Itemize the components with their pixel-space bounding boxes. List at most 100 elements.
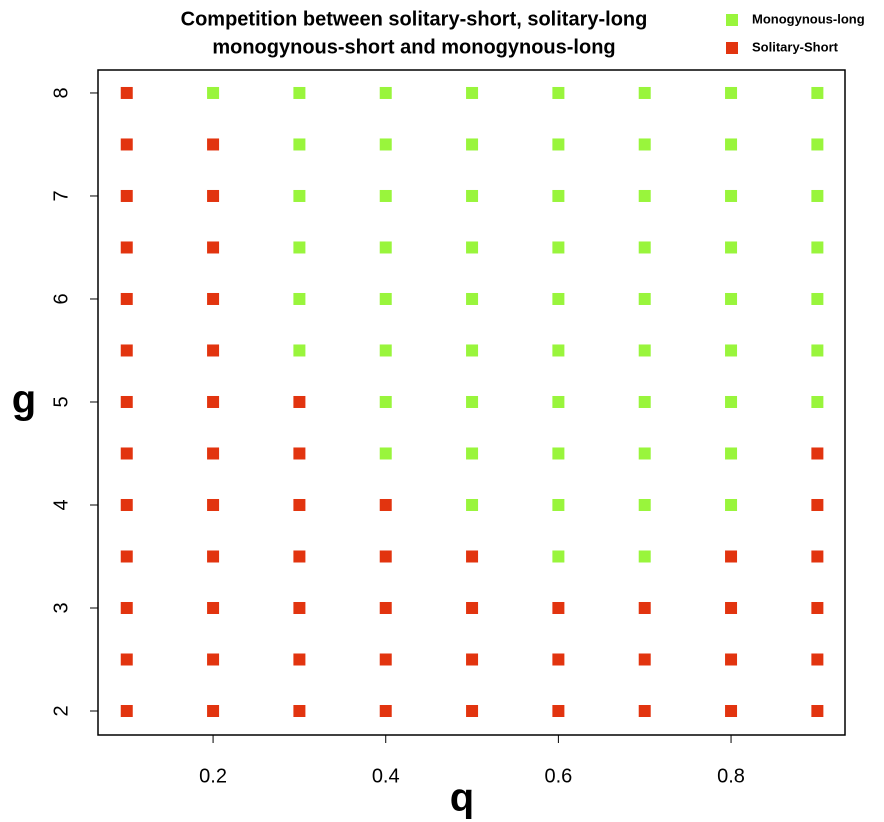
point bbox=[466, 86, 479, 99]
point bbox=[466, 189, 479, 202]
point bbox=[379, 189, 392, 202]
point bbox=[811, 601, 824, 614]
point bbox=[207, 138, 220, 151]
x-tick-label: 0.4 bbox=[372, 765, 400, 787]
point bbox=[811, 447, 824, 460]
point bbox=[466, 601, 479, 614]
point bbox=[811, 395, 824, 408]
legend-swatch bbox=[726, 14, 738, 26]
point bbox=[552, 189, 565, 202]
point bbox=[379, 395, 392, 408]
point bbox=[725, 447, 738, 460]
point bbox=[552, 550, 565, 563]
point bbox=[120, 344, 133, 357]
point bbox=[552, 498, 565, 511]
point bbox=[725, 601, 738, 614]
point bbox=[638, 447, 651, 460]
point bbox=[811, 704, 824, 717]
point bbox=[120, 498, 133, 511]
point bbox=[725, 653, 738, 666]
point bbox=[552, 447, 565, 460]
point bbox=[293, 704, 306, 717]
point bbox=[379, 704, 392, 717]
point bbox=[207, 395, 220, 408]
point bbox=[725, 241, 738, 254]
point bbox=[466, 344, 479, 357]
point bbox=[293, 395, 306, 408]
legend-label: Solitary-Short bbox=[752, 39, 839, 54]
point bbox=[811, 138, 824, 151]
point bbox=[725, 395, 738, 408]
point bbox=[811, 292, 824, 305]
point bbox=[811, 498, 824, 511]
point bbox=[552, 344, 565, 357]
x-tick-label: 0.2 bbox=[199, 765, 227, 787]
point bbox=[725, 292, 738, 305]
point bbox=[466, 653, 479, 666]
point bbox=[725, 704, 738, 717]
point bbox=[638, 395, 651, 408]
point bbox=[293, 653, 306, 666]
point bbox=[811, 86, 824, 99]
point bbox=[638, 653, 651, 666]
point bbox=[725, 138, 738, 151]
y-tick-label: 8 bbox=[50, 87, 72, 98]
point bbox=[207, 344, 220, 357]
point bbox=[379, 498, 392, 511]
point bbox=[120, 241, 133, 254]
point bbox=[811, 344, 824, 357]
point bbox=[638, 138, 651, 151]
point bbox=[293, 86, 306, 99]
point bbox=[725, 550, 738, 563]
point bbox=[207, 447, 220, 460]
point bbox=[811, 241, 824, 254]
point bbox=[552, 138, 565, 151]
point bbox=[466, 447, 479, 460]
point bbox=[466, 395, 479, 408]
point bbox=[552, 601, 565, 614]
point bbox=[207, 498, 220, 511]
point bbox=[811, 189, 824, 202]
x-tick-label: 0.6 bbox=[544, 765, 572, 787]
point bbox=[379, 653, 392, 666]
x-tick-label: 0.8 bbox=[717, 765, 745, 787]
point bbox=[466, 292, 479, 305]
point bbox=[207, 189, 220, 202]
point bbox=[811, 653, 824, 666]
point bbox=[379, 344, 392, 357]
point bbox=[293, 447, 306, 460]
point bbox=[379, 241, 392, 254]
point bbox=[120, 292, 133, 305]
point bbox=[207, 704, 220, 717]
point bbox=[120, 447, 133, 460]
point bbox=[725, 498, 738, 511]
point bbox=[379, 86, 392, 99]
point bbox=[207, 292, 220, 305]
point bbox=[638, 601, 651, 614]
point bbox=[725, 344, 738, 357]
point bbox=[725, 86, 738, 99]
point bbox=[638, 344, 651, 357]
chart-title: monogynous-short and monogynous-long bbox=[212, 36, 615, 58]
point bbox=[293, 189, 306, 202]
point bbox=[120, 653, 133, 666]
point bbox=[207, 601, 220, 614]
y-tick-label: 3 bbox=[50, 602, 72, 613]
point bbox=[466, 241, 479, 254]
x-axis-label: q bbox=[450, 776, 474, 820]
point bbox=[120, 601, 133, 614]
point bbox=[552, 395, 565, 408]
point bbox=[207, 86, 220, 99]
point bbox=[120, 395, 133, 408]
point bbox=[120, 86, 133, 99]
point bbox=[638, 550, 651, 563]
point bbox=[552, 653, 565, 666]
point bbox=[638, 498, 651, 511]
legend-label: Monogynous-long bbox=[752, 11, 865, 26]
point bbox=[725, 189, 738, 202]
point bbox=[811, 550, 824, 563]
point bbox=[466, 138, 479, 151]
point bbox=[293, 498, 306, 511]
y-axis-label: g bbox=[12, 378, 36, 422]
